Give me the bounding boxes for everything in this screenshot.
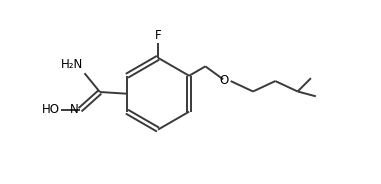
Text: N: N bbox=[70, 103, 79, 116]
Text: HO: HO bbox=[42, 103, 60, 116]
Text: F: F bbox=[155, 29, 161, 42]
Text: O: O bbox=[219, 74, 229, 86]
Text: H₂N: H₂N bbox=[61, 58, 83, 71]
